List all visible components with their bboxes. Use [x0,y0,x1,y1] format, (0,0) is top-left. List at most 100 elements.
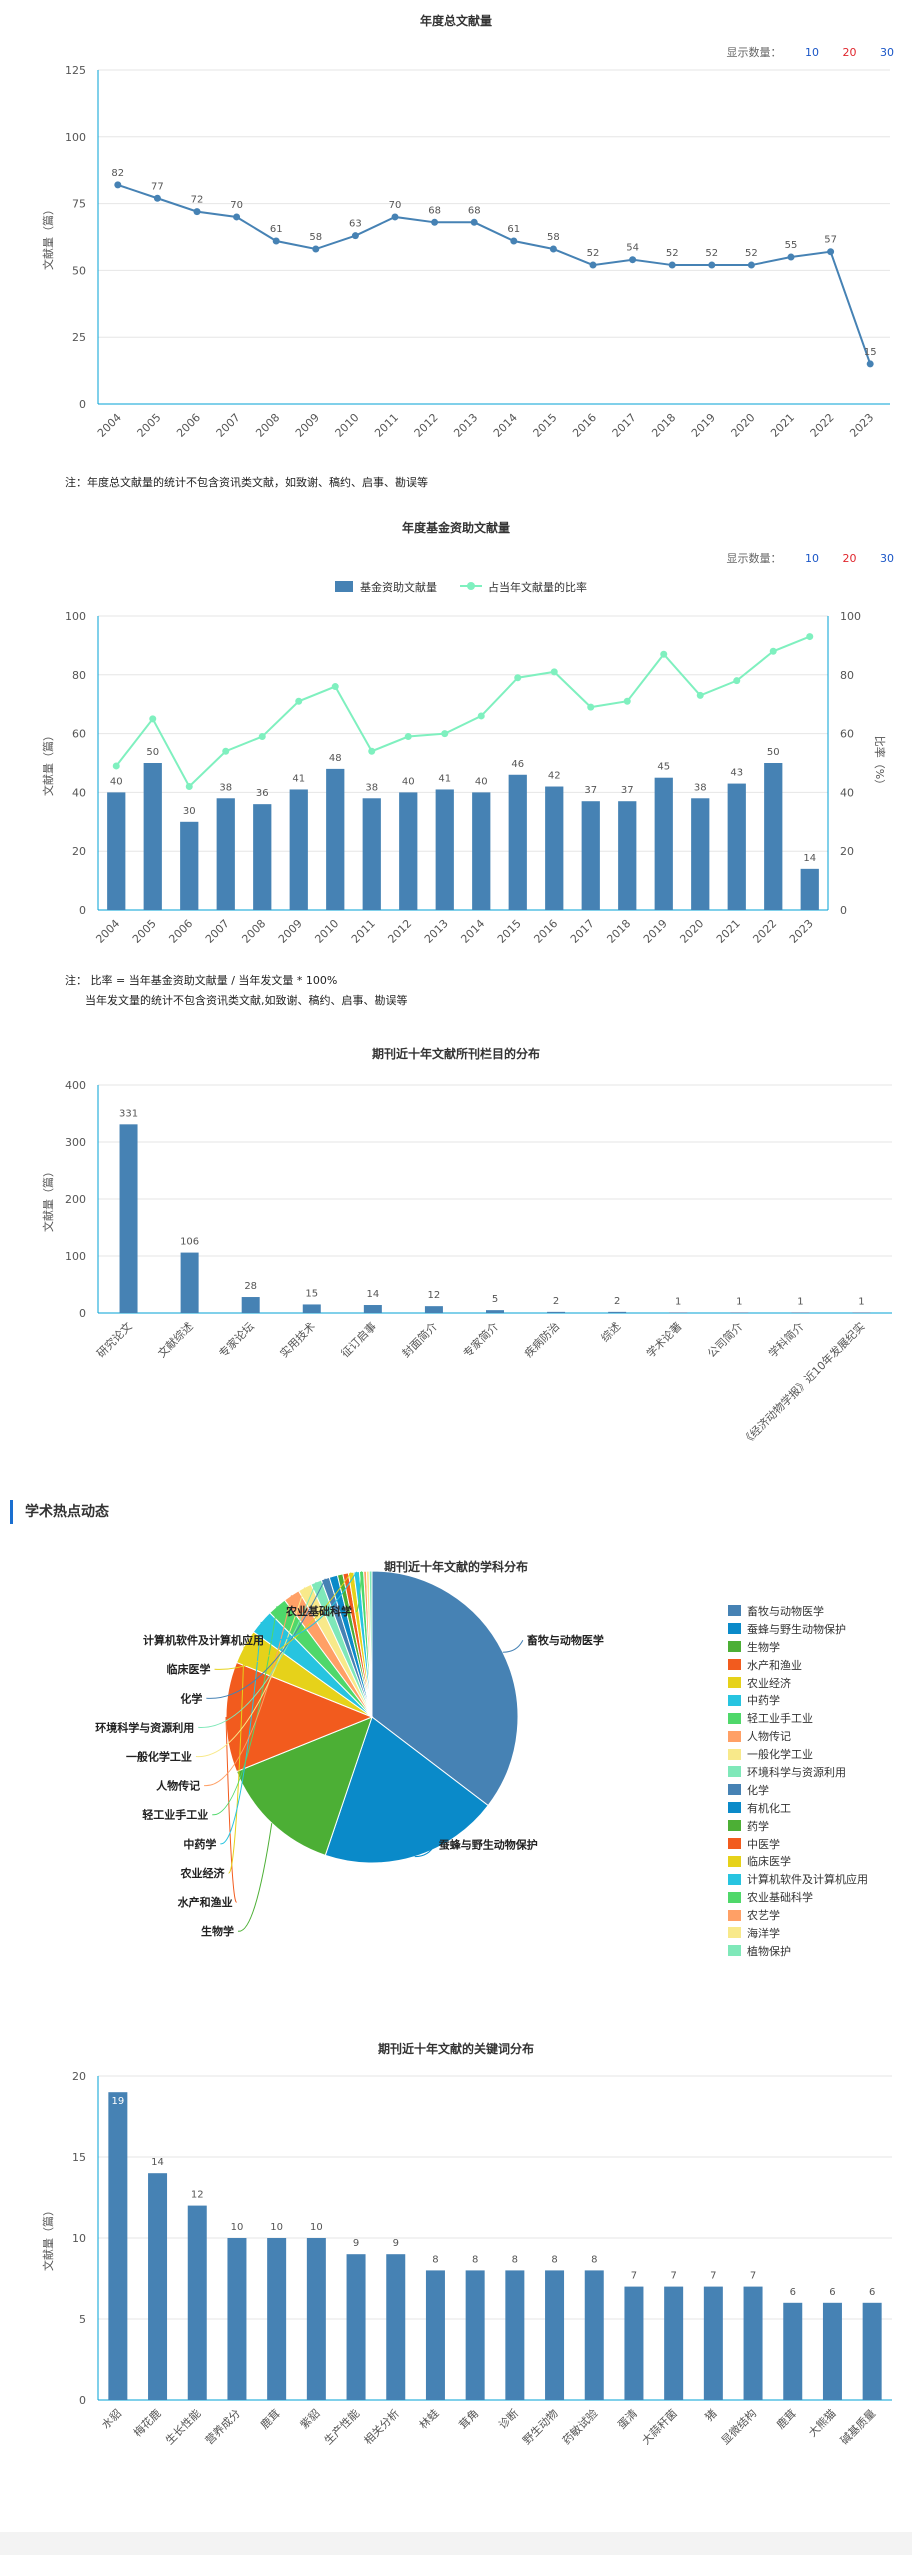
bar-data-label: 106 [180,1237,199,1248]
legend-item[interactable]: 中医学 [728,1835,868,1853]
legend-item[interactable]: 海洋学 [728,1924,868,1942]
ratio-point [185,783,193,791]
data-label: 61 [507,224,520,235]
x-tick-label: 鹿茸 [773,2406,798,2431]
x-tick-label: 2011 [349,917,378,946]
count-option-10[interactable]: 10 [805,552,819,565]
x-tick-label: 2013 [451,411,480,440]
x-tick-label: 2019 [641,917,670,946]
x-tick-label: 2018 [604,917,633,946]
legend-item[interactable]: 农业经济 [728,1674,868,1692]
column-bar [486,1310,504,1313]
legend-item[interactable]: 化学 [728,1781,868,1799]
fund-bar [435,789,454,910]
legend-item[interactable]: 水产和渔业 [728,1656,868,1674]
legend-item[interactable]: 环境科学与资源利用 [728,1763,868,1781]
bar-data-label: 37 [584,785,597,796]
count-option-30[interactable]: 30 [880,46,894,59]
data-label: 70 [230,200,243,211]
legend-label: 农业基础科学 [747,1891,813,1905]
legend-item[interactable]: 植物保护 [728,1942,868,1960]
keyword-bar [664,2286,684,2400]
columns-chart-block: 期刊近十年文献所刊栏目的分布 0 100 200 300 400 文献量（篇） 331 106… [0,1035,912,1475]
y-tick-label: 0 [79,2394,86,2407]
y-tick-label: 20 [72,845,86,858]
keyword-bar [148,2173,168,2400]
bar-data-label: 7 [750,2271,756,2282]
y-tick-label: 125 [65,64,86,77]
bar-data-label: 8 [472,2254,478,2265]
annual-total-chart-block: 年度总文献量 显示数量： 10 20 30 0 25 50 75 100 125 文献量（篇… [0,0,912,500]
x-tick-label: 学科简介 [765,1319,806,1360]
x-tick-label: 诊断 [496,2406,521,2431]
legend-item[interactable]: 药学 [728,1817,868,1835]
y-tick-label: 100 [65,1250,86,1263]
legend-item[interactable]: 人物传记 [728,1727,868,1745]
bar-data-label: 48 [329,753,342,764]
legend-line-marker [467,582,475,590]
count-option-30[interactable]: 30 [880,552,894,565]
data-point [431,218,439,226]
legend-item[interactable]: 农业基础科学 [728,1888,868,1906]
legend-item[interactable]: 中药学 [728,1691,868,1709]
x-tick-label: 林蛙 [416,2406,441,2431]
y2-tick-label: 60 [840,728,854,741]
data-point [153,194,161,202]
legend-item[interactable]: 计算机软件及计算机应用 [728,1870,868,1888]
legend-swatch [728,1820,741,1832]
count-option-20[interactable]: 20 [842,46,857,59]
data-point [708,261,716,269]
fund-bar [362,798,381,910]
data-label: 58 [309,232,322,243]
keywords-bar-chart: 0 5 10 15 20 文献量（篇） 19 14 12 10 10 10 9 9 8 8 8 8 8 7 7 7 7 6 6 6… [41,2070,892,2447]
count-option-10[interactable]: 10 [805,46,819,59]
count-option-20[interactable]: 20 [842,552,857,565]
data-label: 68 [468,205,481,216]
subjects-legend: 畜牧与动物医学 蚕蜂与野生动物保护 生物学水产和渔业农业经济 中药学 轻工业手工业 人物传… [728,1602,868,1960]
x-tick-label: 紫貂 [297,2406,322,2431]
y-tick-label: 15 [72,2151,86,2164]
legend-swatch [728,1873,741,1885]
y-tick-label: 0 [79,904,86,917]
keyword-bar [822,2302,842,2400]
column-bar [119,1124,138,1313]
legend-item[interactable]: 临床医学 [728,1852,868,1870]
legend-item[interactable]: 畜牧与动物医学 [728,1602,868,1620]
legend-item[interactable]: 农艺学 [728,1906,868,1924]
subjects-title: 期刊近十年文献的学科分布 [383,1560,528,1574]
legend-swatch [728,1945,741,1957]
legend-item[interactable]: 生物学 [728,1638,868,1656]
legend-item[interactable]: 有机化工 [728,1799,868,1817]
data-point [193,208,201,216]
x-tick-label: 2017 [568,917,597,946]
data-label: 58 [547,232,560,243]
legend-label: 一般化学工业 [747,1748,813,1762]
x-tick-label: 征订启事 [339,1320,379,1360]
pie-label-leader [198,1581,317,1728]
fund-bar [508,774,527,910]
keywords-title: 期刊近十年文献的关键词分布 [377,2042,534,2056]
annual-fund-note-line2: 当年发文量的统计不包含资讯类文献,如致谢、稿约、启事、勘误等 [85,994,408,1007]
pie-label: 水产和渔业 [178,1895,233,1909]
legend-label: 水产和渔业 [747,1658,802,1672]
keyword-bar [425,2270,445,2400]
legend-item[interactable]: 轻工业手工业 [728,1709,868,1727]
data-label: 68 [428,205,441,216]
legend-item[interactable]: 一般化学工业 [728,1745,868,1763]
legend-item[interactable]: 蚕蜂与野生动物保护 [728,1620,868,1638]
bar-data-label: 41 [292,773,305,784]
keyword-bar [227,2238,247,2400]
x-tick-label: 2020 [677,917,706,946]
x-tick-label: 2021 [714,917,743,946]
x-tick-label: 2011 [372,411,401,440]
legend-label: 药学 [747,1819,769,1833]
count-selector-label: 显示数量： [726,552,782,565]
data-label: 82 [111,168,124,179]
fund-bar [326,768,345,910]
legend-label: 海洋学 [747,1926,780,1940]
legend-swatch [728,1784,741,1796]
data-label: 52 [745,248,758,259]
pie-label-leader [214,1572,352,1670]
annual-fund-count-selector: 显示数量： 10 20 30 [727,550,895,566]
data-label: 52 [587,248,600,259]
